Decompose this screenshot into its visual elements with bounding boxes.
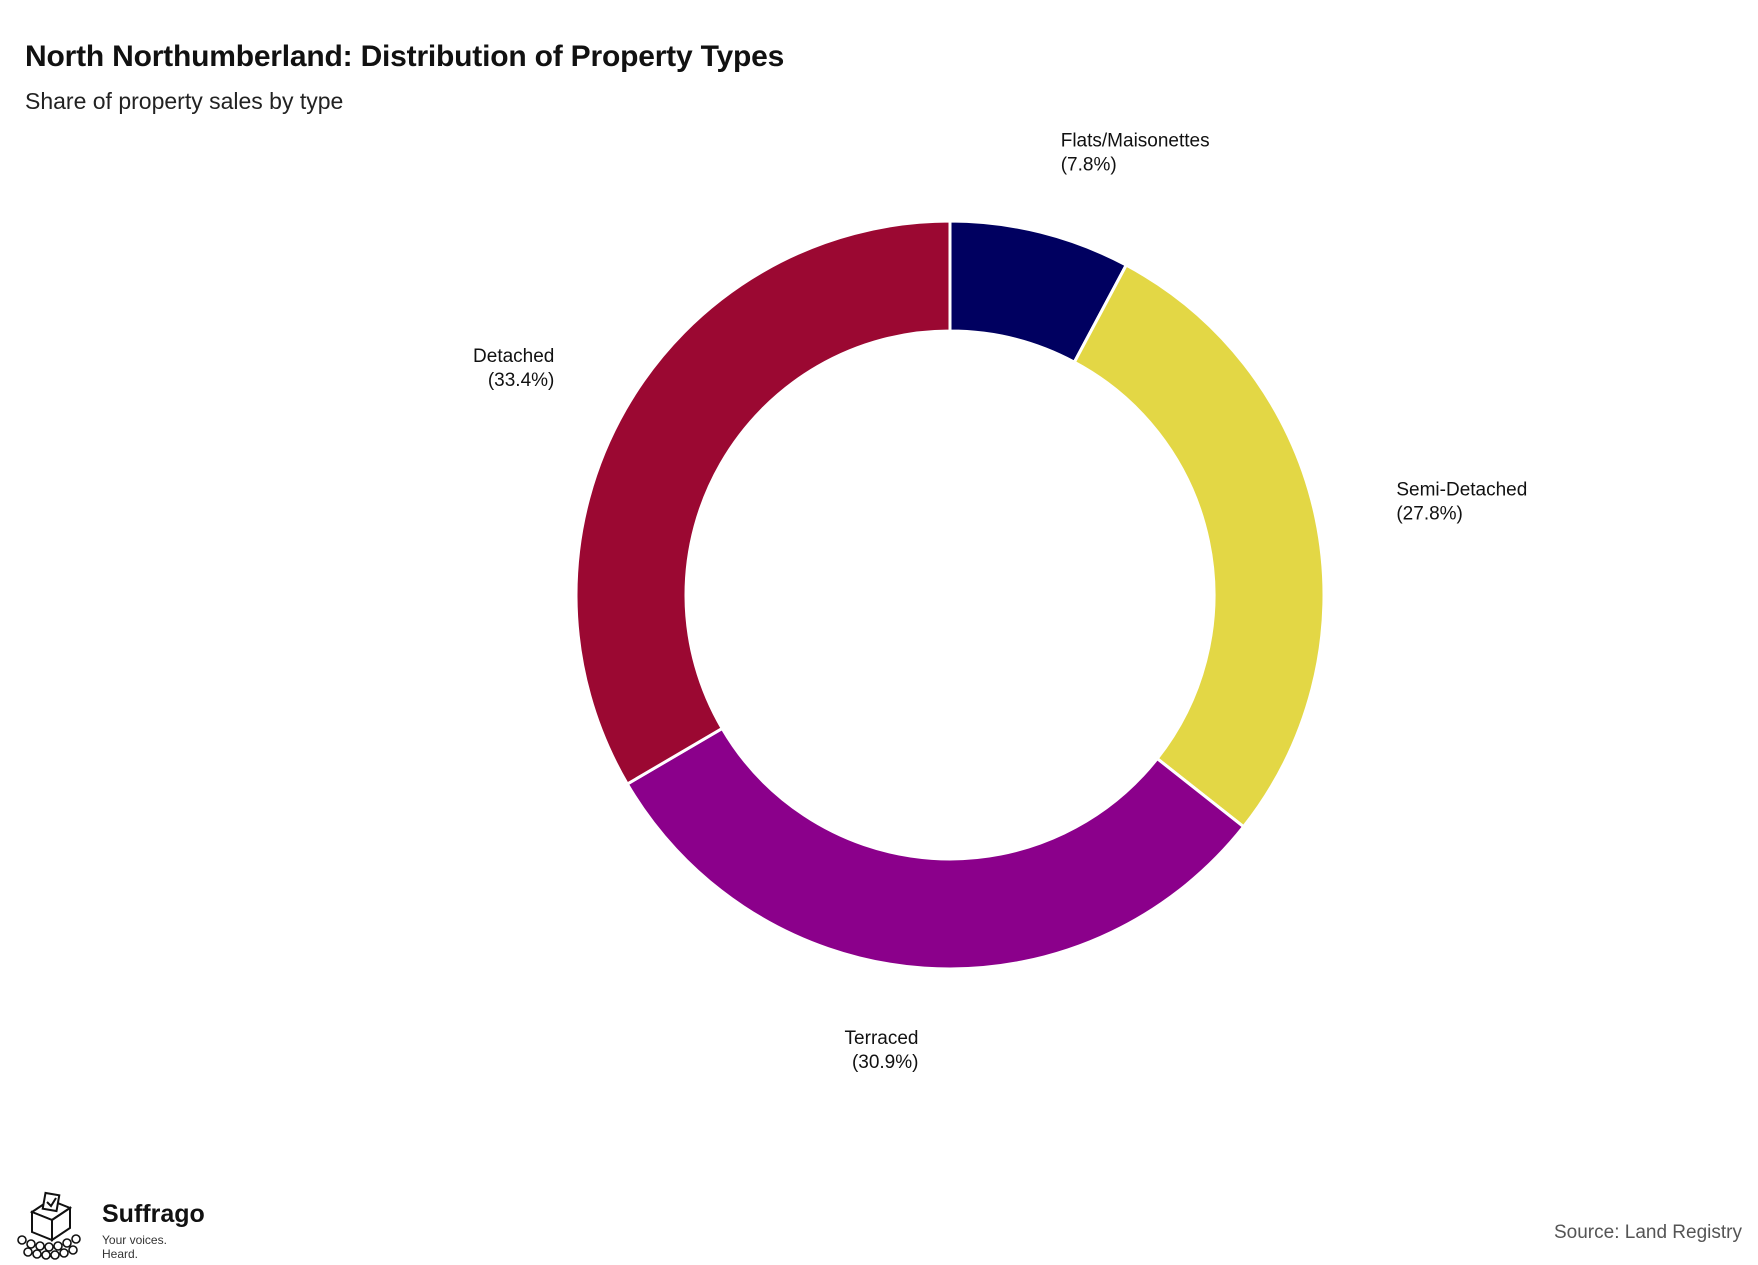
ballot-box-crowd-icon <box>17 1191 81 1260</box>
slice-label-terraced: Terraced (30.9%) <box>845 1028 919 1073</box>
slice-detached <box>574 219 952 787</box>
slice-label-detached: Detached (33.4%) <box>473 346 554 391</box>
brand-name: Suffrago <box>102 1200 205 1228</box>
source-note: Source: Land Registry <box>1554 1222 1742 1243</box>
donut-labels: Flats/Maisonettes (7.8%) Semi-Detached (27.… <box>473 131 1527 1073</box>
slice-label-semi-detached: Semi-Detached (27.8%) <box>1396 480 1527 525</box>
slice-label-flats-maisonettes: Flats/Maisonettes (7.8%) <box>1061 131 1210 176</box>
brand-logo: Suffrago Your voices. Heard. <box>14 1190 205 1261</box>
slice-terraced <box>625 726 1246 971</box>
slice-semi-detached <box>1072 263 1326 829</box>
chart-title: North Northumberland: Distribution of Pr… <box>25 40 785 73</box>
donut-slices <box>574 219 1326 971</box>
chart-subtitle: Share of property sales by type <box>25 88 344 114</box>
brand-tagline: Your voices. Heard. <box>102 1233 167 1261</box>
